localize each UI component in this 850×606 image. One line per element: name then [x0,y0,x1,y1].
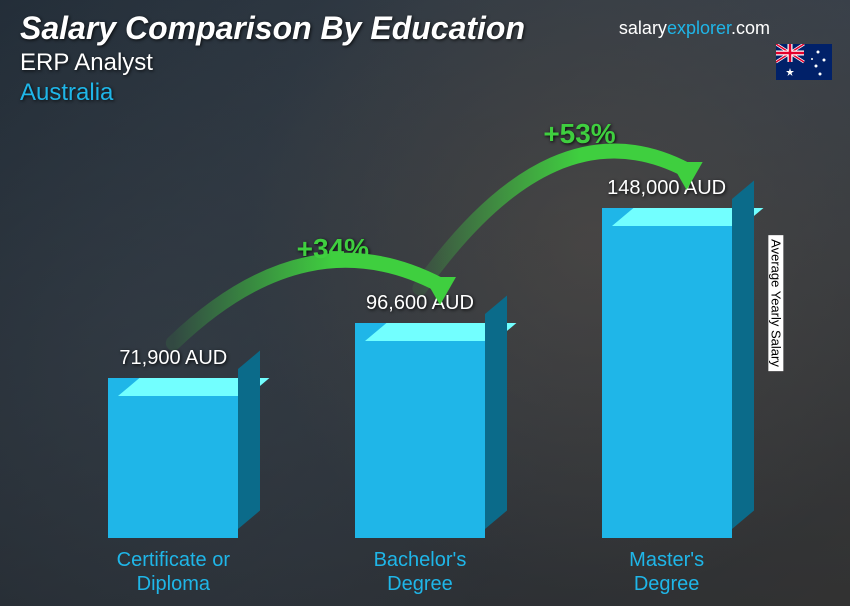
bar-group: 71,900 AUD Certificate or Diploma [73,347,273,596]
bar-value: 148,000 AUD [607,177,726,200]
y-axis-label: Average Yearly Salary [769,235,784,371]
bar-front-face [355,323,485,538]
bar-side-face [485,296,507,529]
bar [602,208,732,538]
brand-logo: salaryexplorer.com [619,18,770,39]
bar-label: Bachelor's Degree [374,548,467,596]
bar-group: 96,600 AUD Bachelor's Degree [320,292,520,596]
bar [355,323,485,538]
bar-value: 96,600 AUD [366,292,474,315]
brand-suffix: .com [731,18,770,38]
brand-prefix: salary [619,18,667,38]
brand-highlight: explorer [667,18,731,38]
bar-front-face [602,208,732,538]
page-subtitle: ERP Analyst [20,49,830,77]
bar-value: 71,900 AUD [119,347,227,370]
bar-side-face [238,351,260,529]
bar-side-face [732,181,754,529]
page-country: Australia [20,79,830,107]
bar-group: 148,000 AUD Master's Degree [567,177,767,596]
flag-icon [776,44,832,80]
bar-label: Master's Degree [629,548,704,596]
bar-chart: 71,900 AUD Certificate or Diploma 96,600… [50,130,790,596]
bar-front-face [108,378,238,538]
bar [108,378,238,538]
bar-label: Certificate or Diploma [117,548,230,596]
